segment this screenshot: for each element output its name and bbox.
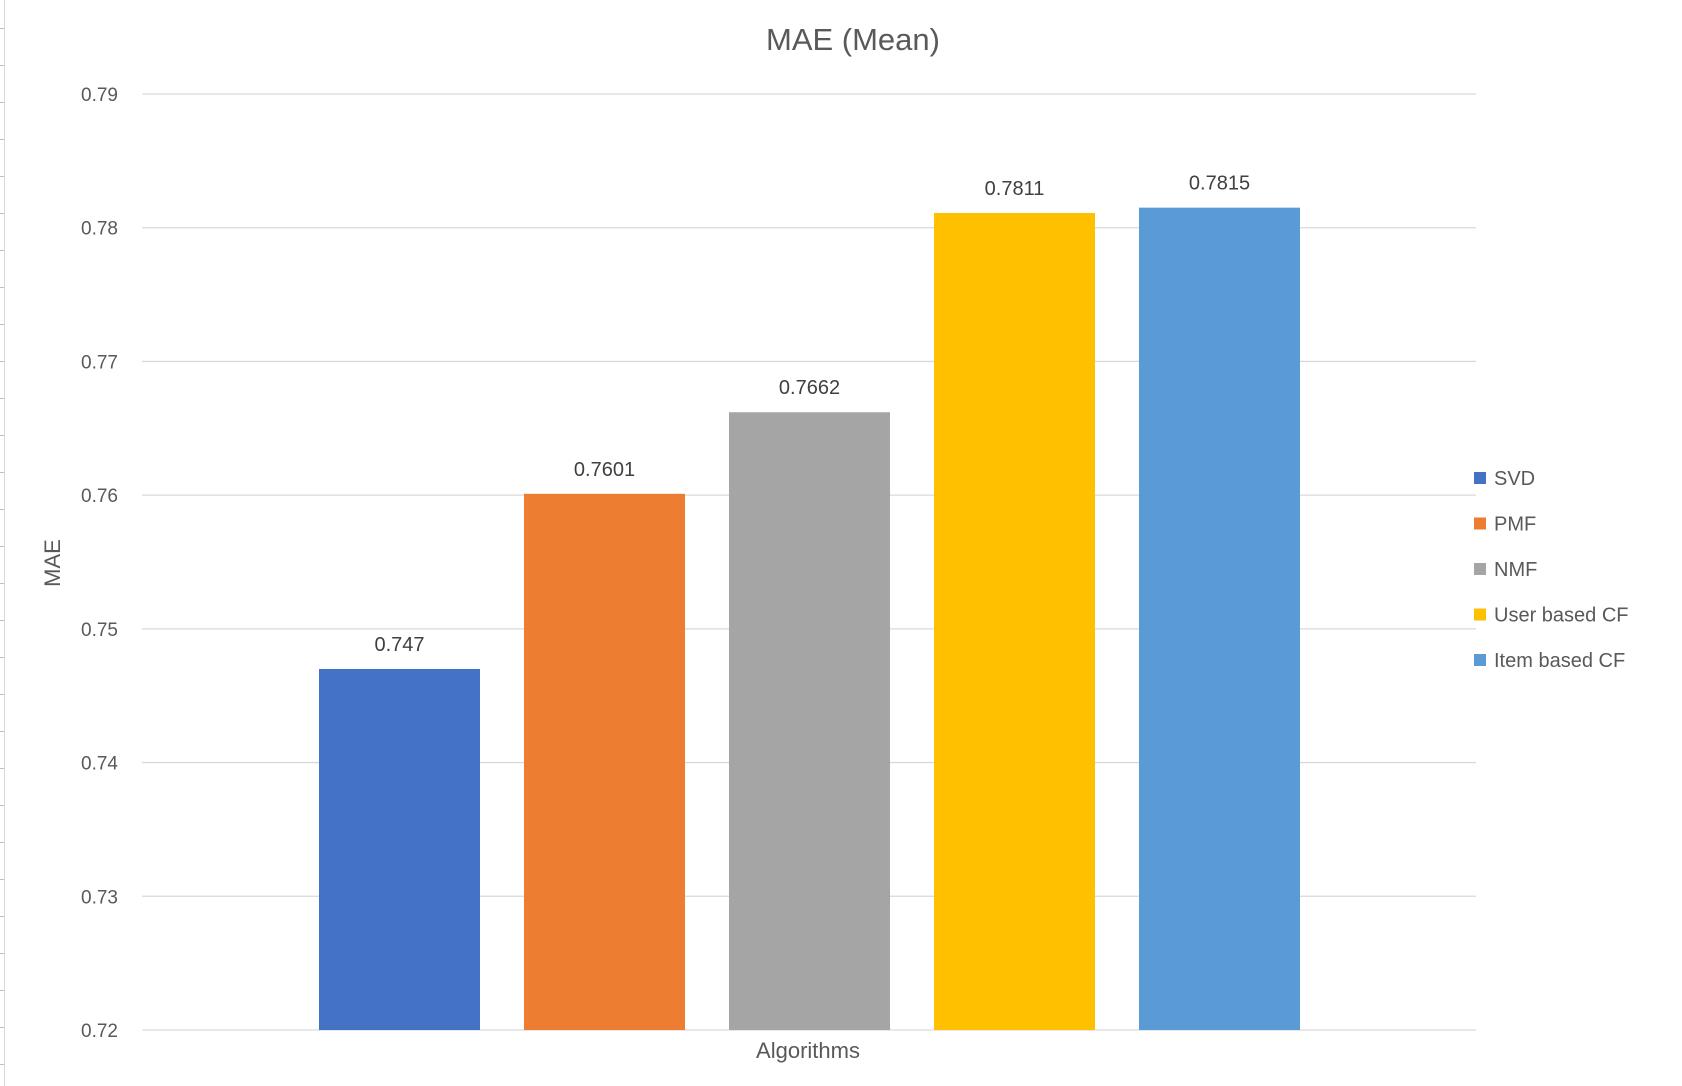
legend-swatch: [1474, 563, 1486, 575]
edge-tick: [0, 879, 4, 880]
y-tick-label: 0.76: [81, 486, 118, 507]
legend-entry: User based CF: [1494, 605, 1629, 627]
y-axis-ticks: 0.72 0.73 0.74 0.75 0.76 0.77 0.78 0.79: [81, 85, 118, 1042]
edge-tick: [0, 472, 4, 473]
y-tick-label: 0.77: [81, 352, 118, 373]
edge-tick: [0, 361, 4, 362]
data-label: 0.7662: [779, 377, 840, 399]
legend-swatch: [1474, 472, 1486, 484]
edge-tick: [0, 731, 4, 732]
edge-tick: [0, 102, 4, 103]
legend-swatch: [1474, 608, 1486, 621]
edge-tick: [0, 953, 4, 954]
edge-tick: [0, 65, 4, 66]
y-axis-label: MAE: [40, 539, 65, 587]
bar-item-based-cf: [1139, 207, 1300, 1030]
edge-tick: [0, 842, 4, 843]
edge-tick: [0, 583, 4, 584]
bars: [319, 207, 1300, 1030]
edge-tick: [0, 324, 4, 325]
edge-tick: [0, 1064, 4, 1065]
legend: SVD PMF NMF User based CF Item based CF: [1474, 468, 1629, 672]
legend-entry: Item based CF: [1494, 650, 1625, 672]
edge-tick: [0, 176, 4, 177]
y-tick-label: 0.74: [81, 754, 118, 775]
chart-title: MAE (Mean): [766, 22, 940, 57]
edge-tick: [0, 1027, 4, 1028]
edge-tick: [0, 916, 4, 917]
bar-user-based-cf: [934, 213, 1095, 1030]
edge-tick: [0, 509, 4, 510]
legend-swatch: [1474, 654, 1486, 666]
data-label: 0.7815: [1189, 173, 1250, 195]
edge-tick: [0, 213, 4, 214]
legend-entry: NMF: [1494, 559, 1537, 581]
edge-tick: [0, 805, 4, 806]
edge-tick: [0, 694, 4, 695]
edge-tick: [0, 250, 4, 251]
edge-tick: [0, 768, 4, 769]
legend-entry: PMF: [1494, 514, 1536, 536]
legend-swatch: [1474, 517, 1486, 530]
edge-tick: [0, 435, 4, 436]
edge-tick: [0, 139, 4, 140]
data-label: 0.7601: [574, 459, 635, 481]
y-tick-label: 0.73: [81, 887, 118, 908]
edge-tick: [0, 28, 4, 29]
x-axis-label: Algorithms: [756, 1038, 860, 1063]
data-label: 0.7811: [985, 178, 1045, 200]
edge-tick: [0, 546, 4, 547]
edge-tick: [0, 287, 4, 288]
y-tick-label: 0.75: [81, 620, 118, 641]
window-left-edge: [0, 0, 5, 1086]
edge-tick: [0, 657, 4, 658]
bar-nmf: [729, 412, 890, 1030]
y-tick-label: 0.72: [81, 1021, 118, 1042]
bar-svd: [319, 668, 480, 1030]
y-tick-label: 0.78: [81, 219, 118, 240]
edge-tick: [0, 990, 4, 991]
bar-pmf: [524, 493, 685, 1030]
edge-tick: [0, 398, 4, 399]
y-tick-label: 0.79: [81, 85, 118, 106]
legend-entry: SVD: [1494, 468, 1535, 490]
data-labels: 0.747 0.7601 0.7662 0.7811 0.7815: [374, 173, 1250, 656]
data-label: 0.747: [374, 634, 424, 656]
edge-tick: [0, 620, 4, 621]
